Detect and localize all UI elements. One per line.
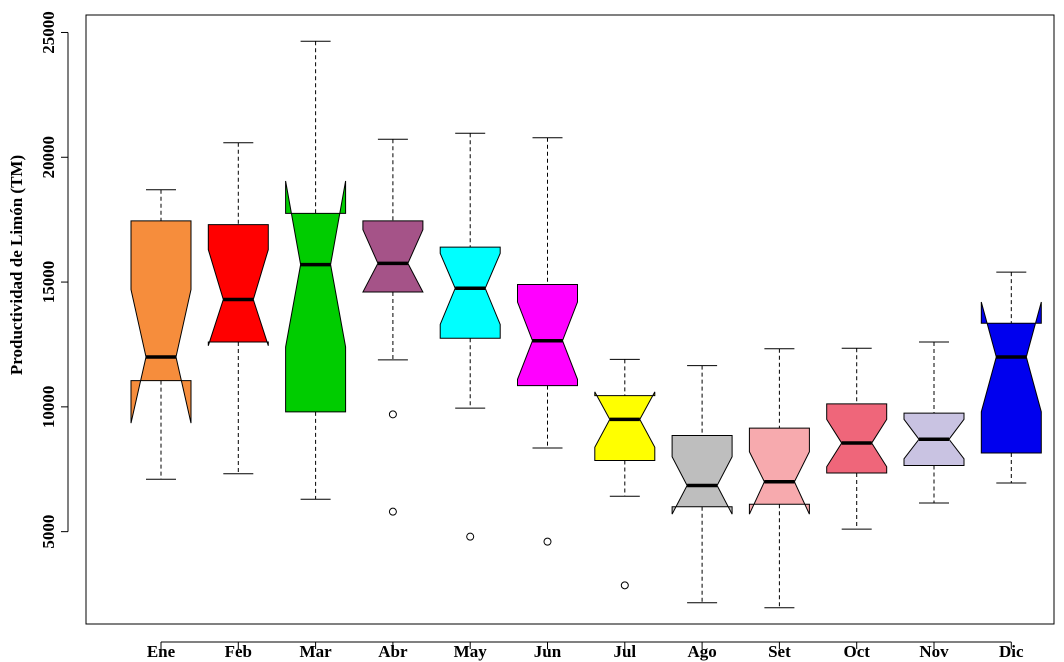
outlier-point <box>620 581 629 590</box>
y-tick-label: 20000 <box>39 136 58 179</box>
box-body <box>748 427 810 515</box>
x-tick-label: Oct <box>843 642 870 661</box>
box-ene <box>130 189 192 480</box>
y-tick-label: 25000 <box>39 11 58 54</box>
box-feb <box>207 142 269 475</box>
box-oct <box>826 347 888 530</box>
x-tick-label: May <box>454 642 488 661</box>
box-body <box>130 220 192 424</box>
x-tick-label: Jun <box>534 642 562 661</box>
x-tick-label: Nov <box>919 642 949 661</box>
x-tick-label: Set <box>768 642 791 661</box>
x-tick-label: Dic <box>999 642 1024 661</box>
y-tick-label: 10000 <box>39 386 58 429</box>
box-jun <box>517 137 578 546</box>
boxes-group <box>130 40 1042 609</box>
outlier-point <box>543 537 552 546</box>
box-body <box>517 284 578 387</box>
y-tick-label: 15000 <box>39 261 58 304</box>
plot-frame <box>85 14 1055 625</box>
box-ago <box>671 365 733 604</box>
x-axis: Ene Feb Mar Abr May Jun Jul Ago Set Oct Nov Dic <box>147 641 1024 661</box>
x-tick-label: Ene <box>147 642 176 661</box>
box-body <box>980 301 1042 454</box>
y-tick-label: 5000 <box>39 515 58 549</box>
outlier-point <box>466 532 475 541</box>
outlier-point <box>388 507 397 516</box>
box-set <box>748 348 810 609</box>
x-tick-label: Abr <box>378 642 408 661</box>
box-may <box>439 132 501 541</box>
box-nov <box>903 341 965 504</box>
outlier-point <box>388 410 397 419</box>
box-jul <box>594 358 656 590</box>
box-mar <box>285 40 347 500</box>
box-body <box>285 180 347 413</box>
y-axis: 5000 10000 15000 20000 25000 <box>39 11 69 549</box>
y-axis-label: Productividad de Limón (TM) <box>7 155 26 375</box>
box-body <box>439 246 501 339</box>
box-body <box>207 224 269 346</box>
box-body <box>671 435 733 515</box>
box-abr <box>362 138 424 516</box>
box-dic <box>980 271 1042 484</box>
box-body <box>362 220 424 293</box>
box-body <box>594 391 656 462</box>
x-tick-label: Mar <box>300 642 333 661</box>
x-tick-label: Ago <box>687 642 716 661</box>
box-body <box>826 403 888 474</box>
x-tick-label: Jul <box>613 642 636 661</box>
x-tick-label: Feb <box>225 642 252 661</box>
